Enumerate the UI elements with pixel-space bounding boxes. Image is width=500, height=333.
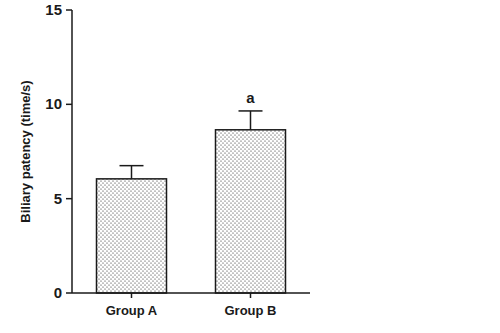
y-tick — [66, 198, 72, 200]
error-bar — [120, 166, 144, 179]
x-tick — [250, 293, 252, 298]
x-tick-label: Group B — [225, 303, 277, 318]
x-axis — [72, 292, 310, 294]
bar — [97, 179, 167, 293]
y-tick-label: 0 — [54, 284, 62, 301]
y-tick — [66, 9, 72, 11]
chart-container: a 0 5 10 15 Group A Group B Biliary patency (ti… — [0, 0, 500, 333]
x-tick — [131, 293, 133, 298]
y-axis-label: Biliary patency (time/s) — [18, 80, 33, 222]
x-tick-label: Group A — [106, 303, 158, 318]
chart-svg: a 0 5 10 15 Group A Group B Biliary patency (ti… — [0, 0, 500, 333]
y-tick — [66, 104, 72, 106]
y-tick-label: 15 — [45, 1, 62, 18]
y-tick-label: 5 — [54, 190, 62, 207]
y-tick — [66, 292, 72, 294]
plot-area — [97, 111, 286, 293]
annotation: a — [246, 89, 255, 106]
y-axis — [71, 10, 73, 293]
bar — [216, 130, 286, 293]
y-tick-label: 10 — [45, 95, 62, 112]
error-bar — [239, 111, 263, 130]
